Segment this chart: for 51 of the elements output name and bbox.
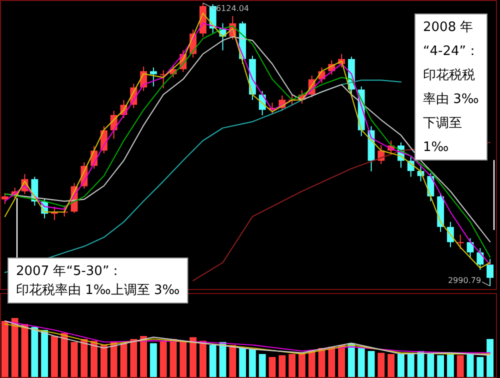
annotation: 2990.79: [448, 276, 482, 285]
bar: [1, 321, 8, 378]
bar: [407, 352, 414, 378]
candlestick: [1, 192, 8, 204]
candlestick: [150, 66, 157, 87]
bar: [456, 355, 464, 378]
bar: [288, 354, 296, 378]
bar: [437, 355, 444, 378]
bar: [446, 352, 454, 378]
candlestick: [456, 234, 464, 250]
bar: [70, 342, 78, 378]
bar: [41, 330, 48, 378]
annotation: 6124.04: [216, 4, 250, 13]
bar: [110, 342, 118, 378]
bar: [338, 345, 346, 378]
bar: [378, 352, 385, 378]
bar: [31, 327, 38, 378]
bar: [486, 339, 494, 378]
bar: [140, 336, 148, 378]
bar: [368, 351, 375, 378]
bar: [258, 354, 266, 378]
bar: [80, 339, 88, 378]
bar: [397, 354, 404, 378]
bar: [130, 339, 138, 378]
bar: [50, 336, 58, 378]
bar: [60, 333, 68, 378]
annotation: 印花税率由 1‰上调至 3‰: [16, 282, 180, 298]
annotation: 2007 年“5-30”：: [16, 264, 122, 279]
bar: [278, 355, 286, 378]
bar: [11, 318, 18, 378]
candlestick: [486, 258, 494, 286]
bar: [150, 343, 157, 378]
bar: [476, 357, 484, 378]
bar: [328, 346, 336, 378]
bar: [388, 354, 395, 378]
bar: [180, 342, 187, 378]
bar: [160, 340, 167, 378]
bar: [209, 345, 216, 378]
bar: [358, 348, 365, 378]
bar: [308, 351, 316, 378]
bar: [427, 354, 434, 378]
bar: [239, 348, 246, 378]
bar: [100, 345, 108, 378]
candlestick: [476, 248, 484, 270]
bar: [199, 340, 206, 378]
bar: [298, 352, 306, 378]
bar: [90, 340, 98, 378]
annotation: 2008 年“4-24”：印花税税率由 3‰下调至 1‰: [423, 20, 479, 155]
bar: [248, 349, 256, 378]
bar: [190, 337, 197, 378]
bar: [229, 345, 236, 378]
